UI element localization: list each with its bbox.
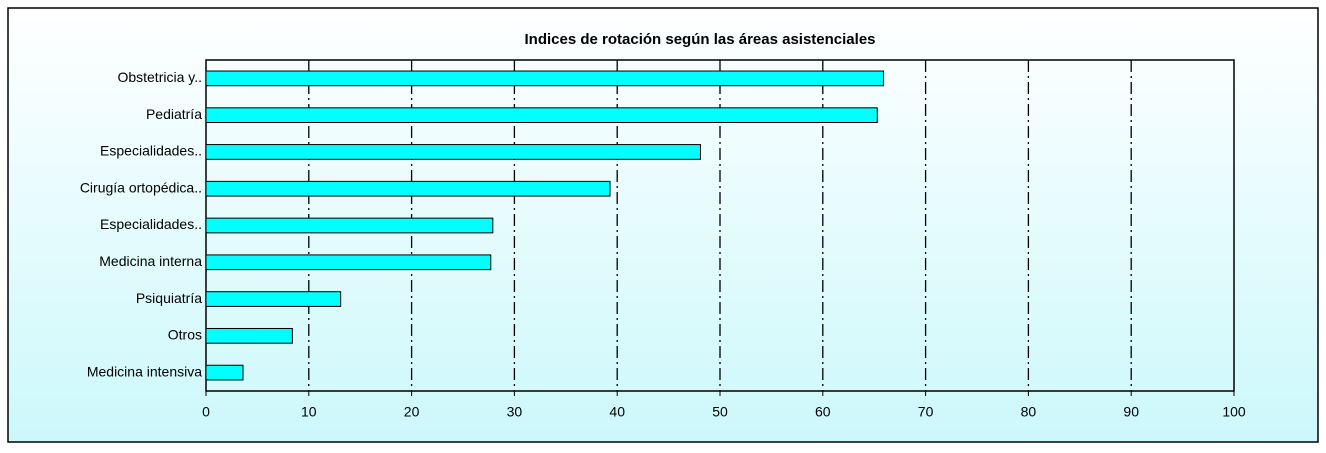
x-tick-label: 60	[815, 404, 831, 420]
x-tick-label: 10	[301, 404, 317, 420]
y-tick-label: Medicina intensiva	[87, 363, 202, 379]
bar	[205, 144, 701, 160]
y-tick-label: Psiquiatría	[136, 290, 202, 306]
x-tick-label: 0	[202, 404, 210, 420]
x-tick-label: 90	[1123, 404, 1139, 420]
y-tick-label: Medicina interna	[99, 253, 202, 269]
x-tick-label: 20	[404, 404, 420, 420]
bar	[205, 327, 293, 344]
x-tick-label: 50	[712, 404, 728, 420]
bar	[205, 364, 244, 381]
y-tick-label: Pediatría	[146, 106, 202, 122]
x-tick-label: 30	[507, 404, 523, 420]
x-tick-label: 40	[609, 404, 625, 420]
bar	[205, 70, 884, 87]
bar	[205, 217, 494, 234]
bar	[205, 107, 878, 124]
y-tick-label: Otros	[168, 327, 202, 343]
bar	[205, 291, 342, 307]
x-tick-label: 80	[1021, 404, 1037, 420]
bar	[205, 180, 611, 197]
y-tick-label: Cirugía ortopédica..	[80, 179, 202, 195]
chart-title: Indices de rotación según las áreas asis…	[525, 31, 876, 48]
bar	[205, 254, 492, 271]
y-tick-label: Especialidades..	[100, 143, 202, 159]
y-tick-label: Obstetricia y..	[117, 69, 202, 85]
y-tick-label: Especialidades..	[100, 216, 202, 232]
x-tick-label: 100	[1222, 404, 1246, 420]
x-tick-label: 70	[918, 404, 934, 420]
